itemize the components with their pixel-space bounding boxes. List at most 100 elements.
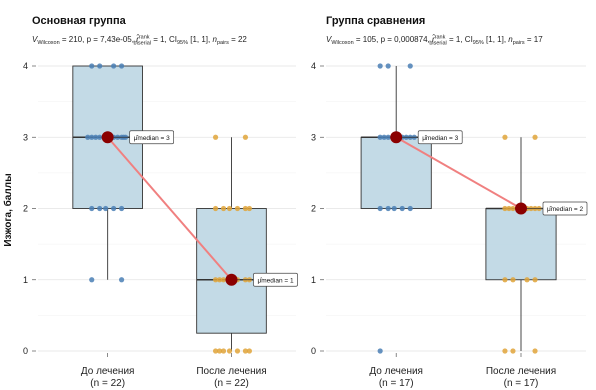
median-label: μ̂median = 3 <box>129 130 175 145</box>
y-tick-label: 3 <box>23 132 28 142</box>
data-point <box>216 348 223 354</box>
data-point <box>212 134 219 140</box>
x-category-label: До лечения <box>369 366 423 377</box>
data-point <box>89 205 95 212</box>
y-tick-label: 1 <box>23 275 28 285</box>
data-point <box>377 205 383 212</box>
data-point <box>234 205 241 212</box>
panel-subtitle: VWilcoxon = 210, p = 7,43e-05, r̂rank bis… <box>32 35 247 47</box>
box-iqr <box>485 208 557 281</box>
data-point <box>85 134 91 140</box>
data-point <box>226 348 233 354</box>
median-point <box>515 202 527 215</box>
x-category-n: (n = 22) <box>90 378 125 389</box>
median-connector <box>395 136 522 210</box>
data-point <box>212 205 219 212</box>
median-label: μ̂median = 3 <box>417 130 463 145</box>
subtitle-n-sub: pairs <box>513 40 525 46</box>
data-point <box>510 348 516 354</box>
y-tick-label: 4 <box>23 61 28 71</box>
data-point <box>510 277 516 283</box>
subtitle-ci-value: [1, 1], <box>484 35 508 44</box>
subtitle-ci-value: [1, 1], <box>188 35 212 44</box>
median-label-text: μ̂median = 1 <box>258 277 294 284</box>
subtitle-p-value: p = 0,000874, <box>381 35 432 44</box>
data-point <box>111 63 117 69</box>
data-point <box>97 205 103 212</box>
subtitle-r-symbol: r̂ <box>432 35 436 44</box>
y-tick-label: 0 <box>311 346 316 356</box>
data-point <box>377 348 383 354</box>
median-label-text: μ̂median = 3 <box>134 135 170 142</box>
y-tick-label: 0 <box>23 346 28 356</box>
data-point <box>502 277 508 283</box>
y-tick-label: 3 <box>311 132 316 142</box>
subtitle-r-value: = 1, <box>447 35 465 44</box>
x-category-n: (n = 22) <box>214 378 249 389</box>
data-point <box>216 277 223 283</box>
data-point <box>103 205 109 212</box>
subtitle-ci-sub: 95% <box>473 40 484 46</box>
subtitle-r-sub: biserial <box>134 41 151 47</box>
subtitle-ci-sub: 95% <box>177 40 188 46</box>
y-tick-label: 2 <box>311 204 316 214</box>
data-point <box>97 134 103 140</box>
subtitle-n-symbol: n <box>508 35 513 44</box>
median-point <box>390 131 403 144</box>
median-label: μ̂median = 2 <box>542 201 588 216</box>
median-label-box <box>129 130 175 145</box>
data-point <box>111 205 117 212</box>
subtitle-r-sup: rank <box>435 35 446 41</box>
data-point <box>93 134 99 140</box>
panel-comparison-group: Группа сравнения VWilcoxon = 105, p = 0,0… <box>311 15 588 389</box>
subtitle-v-value: = 105, <box>354 35 381 44</box>
subtitle-n-sub: pairs <box>217 40 229 46</box>
data-point <box>524 277 530 283</box>
data-point <box>89 277 95 283</box>
y-tick-label: 4 <box>311 61 316 71</box>
data-point <box>220 348 227 354</box>
median-label: μ̂median = 1 <box>253 272 298 287</box>
panel-main-group: Основная группа VWilcoxon = 210, p = 7,43… <box>23 15 298 389</box>
data-point <box>391 205 397 212</box>
y-axis-title: Изжога, баллы <box>2 173 14 246</box>
subtitle-n-symbol: n <box>212 35 217 44</box>
data-point <box>118 63 125 69</box>
subtitle-n-value: = 17 <box>525 35 544 44</box>
median-connector <box>106 136 233 281</box>
subtitle-v-value: = 210, <box>60 35 87 44</box>
subtitle-r-sub: biserial <box>429 41 446 47</box>
data-point <box>242 348 249 354</box>
data-point <box>532 134 538 140</box>
data-point <box>506 205 512 212</box>
y-tick-label: 1 <box>311 275 316 285</box>
data-point <box>377 134 383 140</box>
data-point <box>118 277 125 283</box>
data-point <box>220 205 227 212</box>
data-point <box>407 205 413 212</box>
data-point <box>510 205 516 212</box>
subtitle-v-symbol: V <box>326 35 332 44</box>
median-point <box>225 273 238 286</box>
median-label-box <box>253 272 298 287</box>
data-point <box>502 134 508 140</box>
data-point <box>381 134 387 140</box>
data-point <box>89 63 95 69</box>
y-tick-label: 2 <box>23 204 28 214</box>
data-point <box>226 205 233 212</box>
panel-title: Группа сравнения <box>326 15 425 27</box>
median-label-box <box>417 130 463 145</box>
data-point <box>220 277 227 283</box>
data-point <box>242 205 249 212</box>
x-category-label: После лечения <box>196 366 266 377</box>
subtitle-v-symbol: V <box>32 35 38 44</box>
data-point <box>242 134 249 140</box>
data-point <box>212 277 219 283</box>
subtitle-r-value: = 1, <box>151 35 169 44</box>
median-point <box>101 131 114 144</box>
subtitle-p-value: p = 7,43e-05, <box>87 35 137 44</box>
data-point <box>502 348 508 354</box>
x-category-label: После лечения <box>486 366 556 377</box>
subtitle-r-sup: rank <box>139 35 150 41</box>
